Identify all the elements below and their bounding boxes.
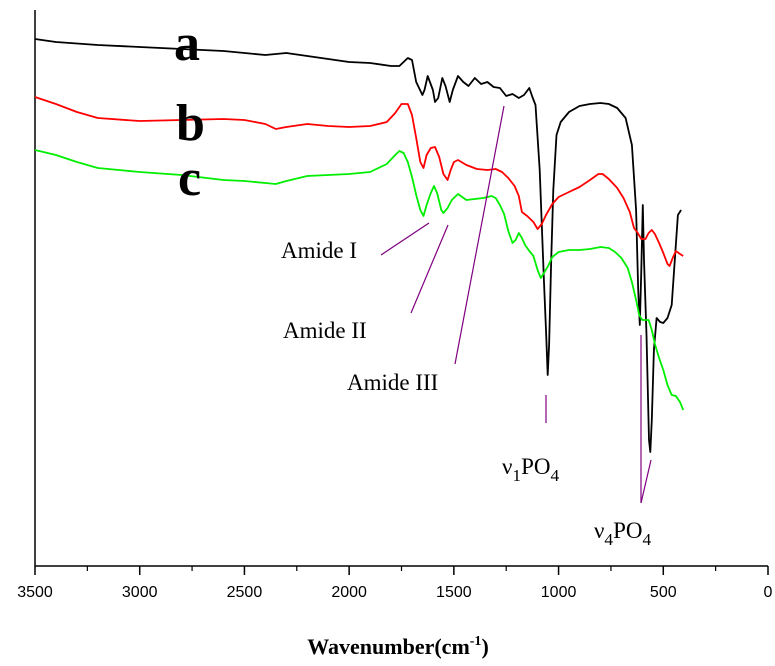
annotation-leaders [380,105,652,504]
x-axis-label-group: Wavenumber(cm-1) [307,634,489,659]
x-tick-label: 500 [650,584,677,601]
series-line-b [34,96,684,267]
annotation-leader [640,459,652,504]
annotations: Amide I Amide II Amide III ν1PO4 ν4PO4 [281,238,652,549]
plot-area [34,38,685,453]
x-tick-label: 1000 [541,584,577,601]
annotation-label: ν1PO4 [502,454,560,485]
annotation-label: ν4PO4 [594,518,652,549]
annotation-label: Amide III [347,370,438,395]
x-tick-label: 3500 [17,584,53,601]
x-tick-label: 2000 [331,584,367,601]
annotation-leader [380,222,430,256]
series-line-a [34,38,682,453]
series-labels: abc [174,15,205,207]
annotation-leader [410,224,449,314]
x-tick-label: 2500 [227,584,263,601]
series-label-a: a [174,15,200,72]
annotation-label: Amide I [281,238,357,263]
series-label-c: c [178,150,201,207]
annotation-leader [454,105,505,365]
x-axis-label: Wavenumber(cm-1) [307,634,489,659]
x-tick-label: 1500 [436,584,472,601]
series-line-c [34,149,685,411]
annotation-label: Amide II [283,318,367,343]
axes: 3500 3000 2500 2000 1500 1000 500 0 [17,10,773,601]
series-label-b: b [176,95,205,152]
x-tick-label: 3000 [122,584,158,601]
x-tick-label: 0 [764,584,773,601]
